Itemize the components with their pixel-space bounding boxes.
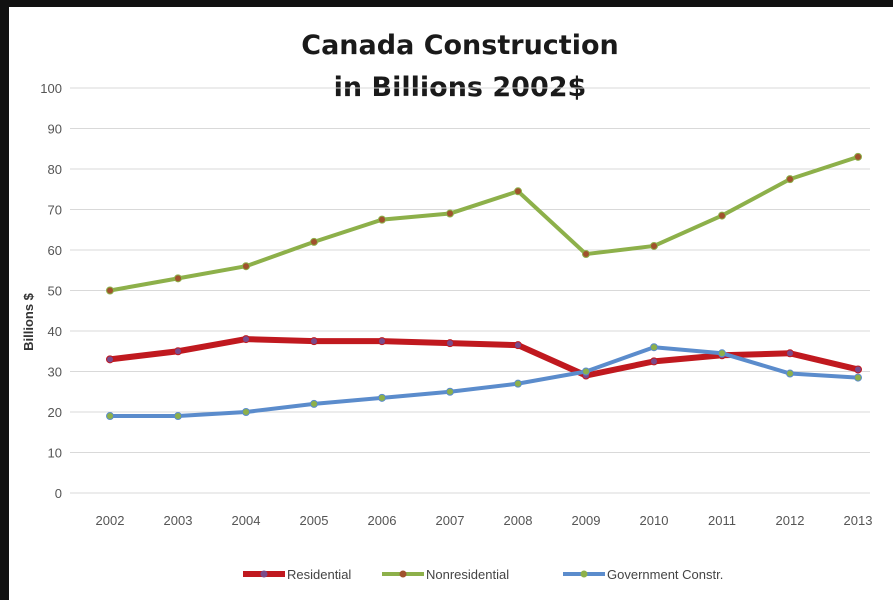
data-point xyxy=(174,412,182,421)
y-tick-label: 40 xyxy=(48,324,62,339)
y-tick-label: 30 xyxy=(48,365,62,380)
x-tick-label: 2012 xyxy=(776,513,805,528)
series-line xyxy=(108,154,860,293)
data-point xyxy=(582,250,590,259)
x-tick-label: 2006 xyxy=(368,513,397,528)
x-tick-label: 2004 xyxy=(232,513,261,528)
x-tick-label: 2003 xyxy=(164,513,193,528)
data-point xyxy=(174,347,182,356)
legend: Residential Nonresidential Government Cons… xyxy=(243,567,723,582)
data-point xyxy=(242,335,250,344)
y-tick-label: 50 xyxy=(48,284,62,299)
data-point xyxy=(650,343,658,352)
x-tick-label: 2011 xyxy=(708,513,736,528)
data-point xyxy=(174,274,182,283)
data-point xyxy=(514,187,522,196)
data-point xyxy=(242,262,250,271)
data-point xyxy=(786,175,794,184)
data-point xyxy=(786,349,794,358)
data-point xyxy=(378,215,386,224)
legend-item: Residential xyxy=(243,567,351,582)
data-point xyxy=(446,387,454,396)
data-point xyxy=(582,367,590,376)
data-point xyxy=(514,341,522,350)
data-point xyxy=(854,373,862,382)
data-point xyxy=(650,241,658,250)
data-point xyxy=(650,357,658,366)
series-line xyxy=(107,336,861,379)
y-tick-label: 80 xyxy=(48,162,62,177)
data-point xyxy=(854,365,862,374)
data-point xyxy=(310,237,318,246)
data-point xyxy=(718,349,726,358)
y-tick-label: 0 xyxy=(55,486,62,501)
x-tick-label: 2009 xyxy=(572,513,601,528)
y-tick-label: 60 xyxy=(48,243,62,258)
legend-marker xyxy=(580,570,588,578)
data-point xyxy=(786,369,794,378)
legend-item: Nonresidential xyxy=(382,567,509,582)
data-point xyxy=(242,408,250,416)
grid-lines xyxy=(70,87,870,494)
series-government-constr xyxy=(106,343,862,421)
x-tick-label: 2010 xyxy=(640,513,669,528)
data-point xyxy=(446,209,454,218)
legend-item: Government Constr. xyxy=(563,567,723,582)
data-point xyxy=(446,339,454,348)
y-tick-label: 100 xyxy=(40,81,62,96)
y-tick-label: 90 xyxy=(48,122,62,137)
y-tick-label: 70 xyxy=(48,203,62,218)
x-tick-label: 2008 xyxy=(504,513,533,528)
x-tick-label: 2007 xyxy=(436,513,465,528)
legend-label: Residential xyxy=(287,567,351,582)
x-tick-label: 2002 xyxy=(96,513,125,528)
y-axis-label: Billions $ xyxy=(21,292,36,351)
data-point xyxy=(378,393,386,402)
data-point xyxy=(310,337,318,346)
y-axis-ticks: 0 10 20 30 40 50 60 70 80 90 100 xyxy=(40,81,62,501)
data-point xyxy=(718,211,726,220)
data-point xyxy=(106,286,114,295)
legend-label: Nonresidential xyxy=(426,567,509,582)
data-point xyxy=(310,399,318,408)
legend-marker xyxy=(260,570,268,578)
data-point xyxy=(514,379,522,388)
series-line xyxy=(108,345,860,419)
series-residential xyxy=(106,335,862,380)
series-nonresidential xyxy=(106,152,862,295)
y-tick-label: 20 xyxy=(48,405,62,420)
legend-marker xyxy=(399,570,407,578)
legend-label: Government Constr. xyxy=(607,567,723,582)
data-point xyxy=(106,412,114,421)
chart-title-line1: Canada Construction xyxy=(301,30,619,61)
x-tick-label: 2005 xyxy=(300,513,329,528)
x-axis-ticks: 2002 2003 2004 2005 2006 2007 2008 2009 2010 2011… xyxy=(96,513,873,528)
data-point xyxy=(106,355,114,364)
y-tick-label: 10 xyxy=(48,446,62,461)
series-lines xyxy=(106,152,862,421)
x-tick-label: 2013 xyxy=(844,513,873,528)
data-point xyxy=(854,152,862,161)
data-point xyxy=(378,337,386,346)
